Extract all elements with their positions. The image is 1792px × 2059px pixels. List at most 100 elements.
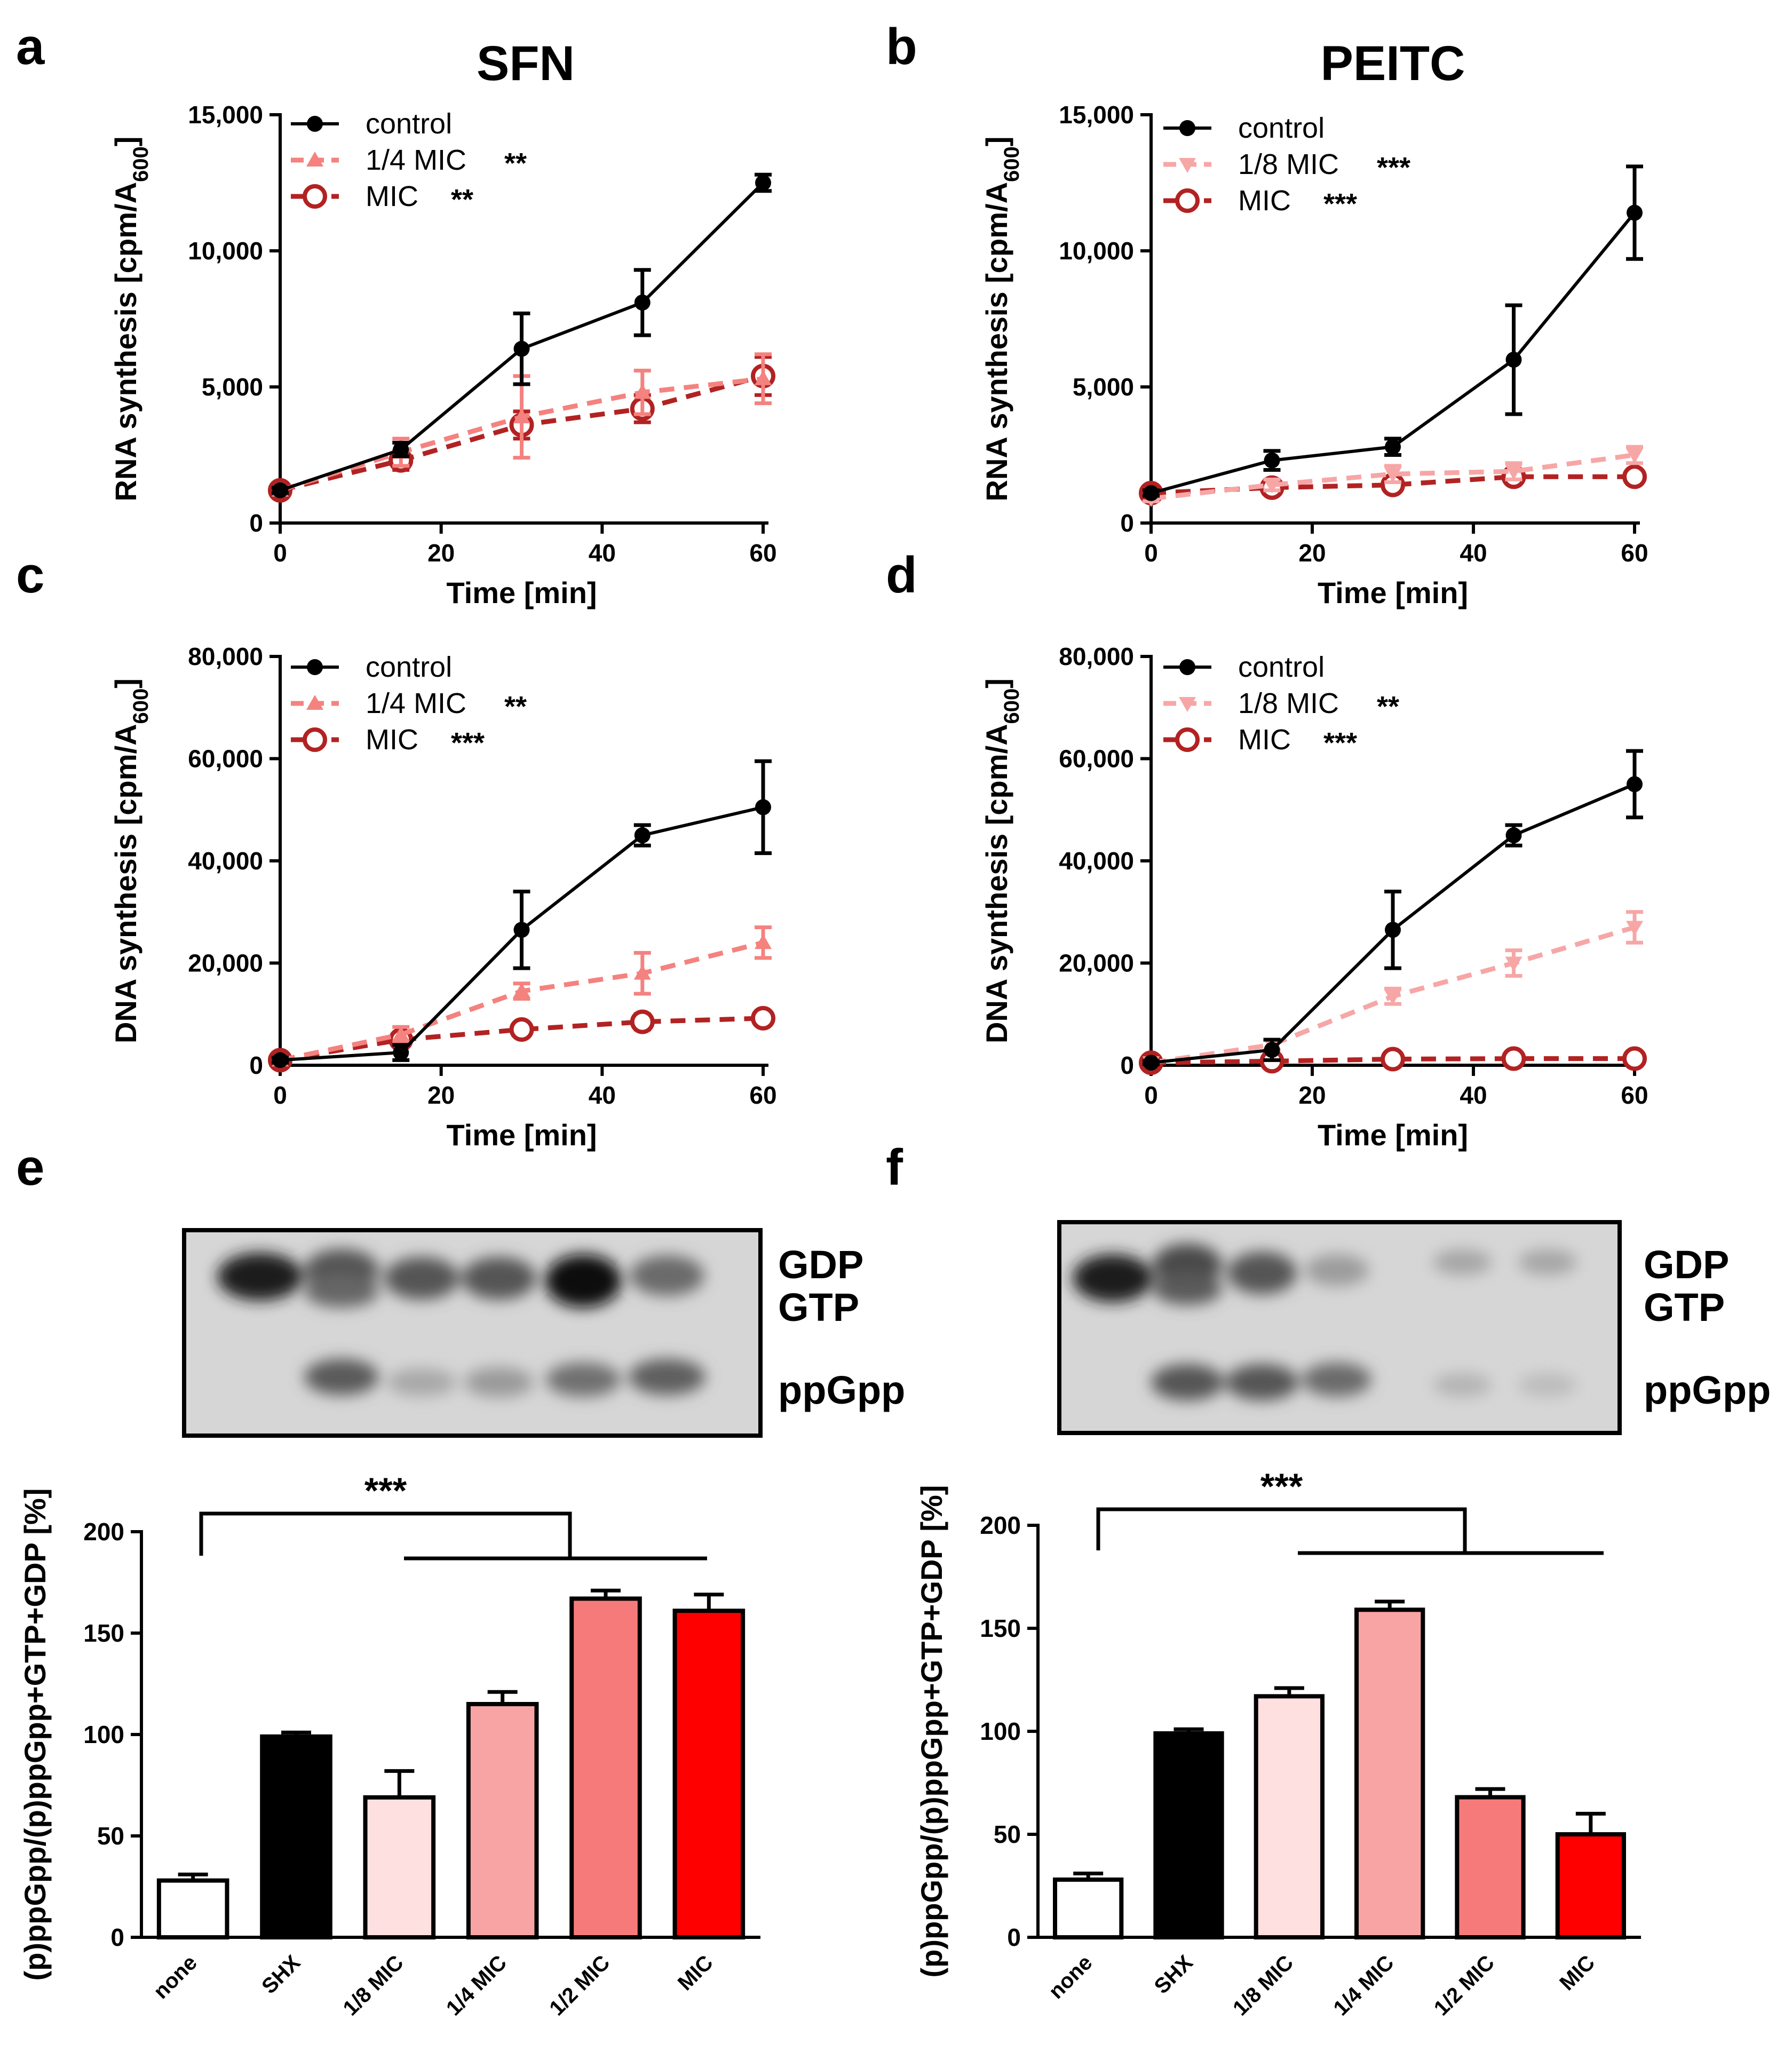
legend-significance: ** bbox=[504, 147, 527, 179]
legend-label: MIC bbox=[1238, 724, 1291, 756]
panel-letter: b bbox=[886, 18, 917, 75]
bar-group: none bbox=[149, 1872, 229, 2003]
legend-label: control bbox=[1238, 112, 1325, 144]
bar bbox=[260, 1734, 332, 1940]
bar bbox=[1455, 1795, 1526, 1940]
legend-swatch-marker bbox=[1175, 727, 1200, 752]
data-point bbox=[634, 827, 651, 844]
y-tick-label: 0 bbox=[249, 1051, 263, 1079]
y-axis-label: (p)ppGpp/(p)ppGpp+GTP+GDP [%] bbox=[18, 1488, 52, 1981]
x-axis-label: Time [min] bbox=[1318, 1118, 1468, 1152]
x-tick-label: 1/2 MIC bbox=[1430, 1951, 1499, 2020]
x-axis-label: Time [min] bbox=[1318, 576, 1468, 609]
bar bbox=[363, 1795, 436, 1940]
bar bbox=[156, 1878, 229, 1940]
series-line bbox=[1151, 453, 1635, 501]
significance-stars: *** bbox=[1260, 1466, 1303, 1507]
x-tick-label: 1/4 MIC bbox=[1329, 1951, 1398, 2020]
x-tick-label: SHX bbox=[257, 1951, 305, 1998]
x-tick-label: 40 bbox=[589, 1081, 616, 1109]
data-point bbox=[513, 922, 530, 938]
y-tick-label: 5,000 bbox=[1073, 373, 1134, 401]
x-tick-label: none bbox=[149, 1951, 202, 2003]
data-point bbox=[393, 1044, 409, 1061]
y-tick-label: 5,000 bbox=[202, 373, 263, 401]
bracket-line bbox=[1096, 1507, 1467, 1553]
y-tick-label: 50 bbox=[97, 1822, 124, 1850]
significance-stars: *** bbox=[364, 1470, 407, 1511]
data-point bbox=[1501, 1046, 1526, 1071]
y-tick-label: 100 bbox=[83, 1721, 124, 1748]
bracket-line bbox=[199, 1511, 572, 1558]
bar bbox=[569, 1596, 642, 1939]
legend-swatch-marker bbox=[303, 184, 327, 209]
data-point bbox=[1381, 1047, 1405, 1072]
data-point bbox=[1264, 1042, 1280, 1058]
chart-title: PEITC bbox=[1321, 36, 1465, 91]
x-axis-label: Time [min] bbox=[446, 576, 597, 609]
y-axis-label-main: DNA synthesis [cpm/A bbox=[109, 724, 142, 1043]
significance-bracket: *** bbox=[1096, 1466, 1604, 1555]
x-tick-label: MIC bbox=[1555, 1951, 1599, 1995]
legend: control 1/4 MIC ** MIC ** bbox=[291, 108, 527, 216]
y-tick-label: 15,000 bbox=[188, 101, 263, 129]
data-point bbox=[1505, 352, 1522, 368]
bar-group: 1/2 MIC bbox=[1430, 1787, 1526, 2020]
data-point bbox=[1264, 452, 1280, 469]
x-tick-label: 1/2 MIC bbox=[545, 1951, 614, 2020]
y-axis-label: DNA synthesis [cpm/A600] bbox=[980, 678, 1024, 1043]
series-MIC bbox=[1139, 1046, 1647, 1075]
bar bbox=[1354, 1607, 1425, 1939]
bar-group: none bbox=[1044, 1871, 1124, 2003]
legend-significance: *** bbox=[451, 727, 485, 759]
data-point bbox=[1622, 464, 1647, 489]
legend-swatch-marker bbox=[307, 116, 323, 132]
data-point bbox=[513, 340, 530, 357]
data-point bbox=[755, 175, 771, 191]
y-axis-label-subscript: 600 bbox=[1000, 146, 1024, 182]
x-tick-label: 20 bbox=[1298, 1081, 1326, 1109]
y-axis-label-end: ] bbox=[109, 678, 142, 688]
legend-swatch-marker bbox=[306, 695, 323, 710]
data-point bbox=[1263, 478, 1281, 494]
panel-letter: a bbox=[16, 18, 45, 75]
data-point bbox=[1505, 465, 1523, 480]
data-point bbox=[1626, 921, 1643, 936]
legend-label: control bbox=[366, 651, 452, 683]
data-point bbox=[630, 1009, 655, 1034]
x-tick-label: 40 bbox=[1460, 539, 1487, 567]
legend: control 1/8 MIC ** MIC *** bbox=[1163, 651, 1399, 759]
y-tick-label: 10,000 bbox=[1059, 237, 1134, 265]
gel-label-gdp: GDP bbox=[778, 1242, 863, 1287]
bar bbox=[1254, 1694, 1325, 1939]
data-point bbox=[513, 983, 530, 998]
y-tick-label: 80,000 bbox=[188, 643, 263, 670]
data-point bbox=[1627, 204, 1643, 221]
y-axis-label: DNA synthesis [cpm/A600] bbox=[109, 678, 153, 1043]
data-point bbox=[1143, 485, 1159, 501]
data-point bbox=[1385, 922, 1401, 938]
y-axis-label-end: ] bbox=[109, 137, 142, 147]
legend-significance: ** bbox=[451, 184, 473, 216]
legend-significance: ** bbox=[504, 691, 527, 723]
bar bbox=[466, 1702, 539, 1939]
panel-letter: e bbox=[16, 1139, 44, 1196]
legend-label: 1/8 MIC bbox=[1238, 687, 1339, 719]
gel-label-ppgpp: ppGpp bbox=[778, 1368, 905, 1412]
gel-image-peitc bbox=[1057, 1220, 1622, 1435]
data-point bbox=[633, 384, 651, 399]
y-axis-label-subscript: 600 bbox=[129, 146, 153, 182]
x-tick-label: 1/4 MIC bbox=[442, 1951, 511, 2020]
x-tick-label: 60 bbox=[1621, 1081, 1648, 1109]
series-MIC bbox=[268, 1005, 775, 1073]
bar bbox=[672, 1609, 746, 1939]
x-tick-label: 1/8 MIC bbox=[339, 1951, 408, 2020]
y-tick-label: 0 bbox=[1120, 509, 1134, 537]
legend: control 1/8 MIC *** MIC *** bbox=[1163, 112, 1410, 220]
data-point bbox=[1505, 956, 1523, 972]
x-axis-label: Time [min] bbox=[446, 1118, 597, 1152]
series-control bbox=[272, 759, 772, 1068]
